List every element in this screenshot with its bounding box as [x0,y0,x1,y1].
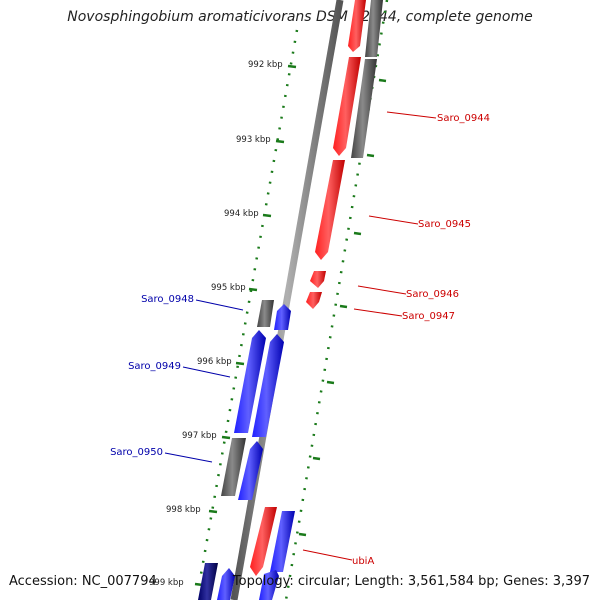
gene-arrow-top-grey[interactable] [365,0,383,57]
tick-label: 997 kbp [182,431,217,441]
tick-label: 995 kbp [211,283,246,293]
tick-label: 996 kbp [197,357,232,367]
gene-arrow-top-red[interactable] [348,0,366,52]
left-callouts [164,299,244,463]
forward-strand-genes [250,0,383,600]
accession-label: Accession: NC_007794 [9,574,157,589]
reverse-strand-genes [198,300,291,600]
major-ticks [194,64,387,587]
genome-title: Novosphingobium aromaticivorans DSM 1244… [67,9,533,25]
gene-arrow-saro-0948[interactable] [257,300,274,327]
gene-arrow-bottom-blue[interactable] [259,570,279,600]
gene-label-saro-0947[interactable]: Saro_0947 [402,311,455,322]
gene-arrow-saro-0949[interactable] [234,330,266,433]
tick-label: 998 kbp [166,505,201,515]
gene-arrow-saro-0948-blue[interactable] [274,304,291,330]
right-callouts [302,111,437,561]
gene-label-saro-0950[interactable]: Saro_0950 [110,447,163,458]
tick-label: 992 kbp [248,60,283,70]
gene-arrow-bottom-navy[interactable] [198,563,218,600]
gene-arrow-saro-0944-grey[interactable] [351,59,377,158]
gene-label-saro-0946[interactable]: Saro_0946 [406,289,459,300]
outer-tick-ring [284,0,389,600]
genome-backbone [230,0,344,600]
gene-label-saro-0948[interactable]: Saro_0948 [141,294,194,305]
gene-label-saro-0945[interactable]: Saro_0945 [418,219,471,230]
gene-arrow-saro-0950[interactable] [221,438,246,496]
tick-label: 999 kbp [149,578,184,588]
topology-label: Topology: circular; Length: 3,561,584 bp… [232,574,590,589]
gene-arrow-bottom-blue-left[interactable] [217,568,235,600]
gene-label-saro-0944[interactable]: Saro_0944 [437,113,490,124]
gene-arrow-saro-0945[interactable] [315,160,345,260]
gene-label-saro-0949[interactable]: Saro_0949 [128,361,181,372]
gene-arrow-saro-0947[interactable] [306,292,322,309]
gene-arrow-saro-0946[interactable] [310,271,326,288]
gene-arrow-saro-0950-blue[interactable] [238,441,263,500]
gene-arrow-ubia[interactable] [250,507,277,576]
gene-arrow-ubia-blue[interactable] [270,511,295,572]
tick-label: 994 kbp [224,209,259,219]
gene-arrow-saro-0949-b[interactable] [252,334,284,437]
gene-label-ubia[interactable]: ubiA [352,556,374,567]
gene-arrow-saro-0944[interactable] [333,57,361,156]
tick-label: 993 kbp [236,135,271,145]
